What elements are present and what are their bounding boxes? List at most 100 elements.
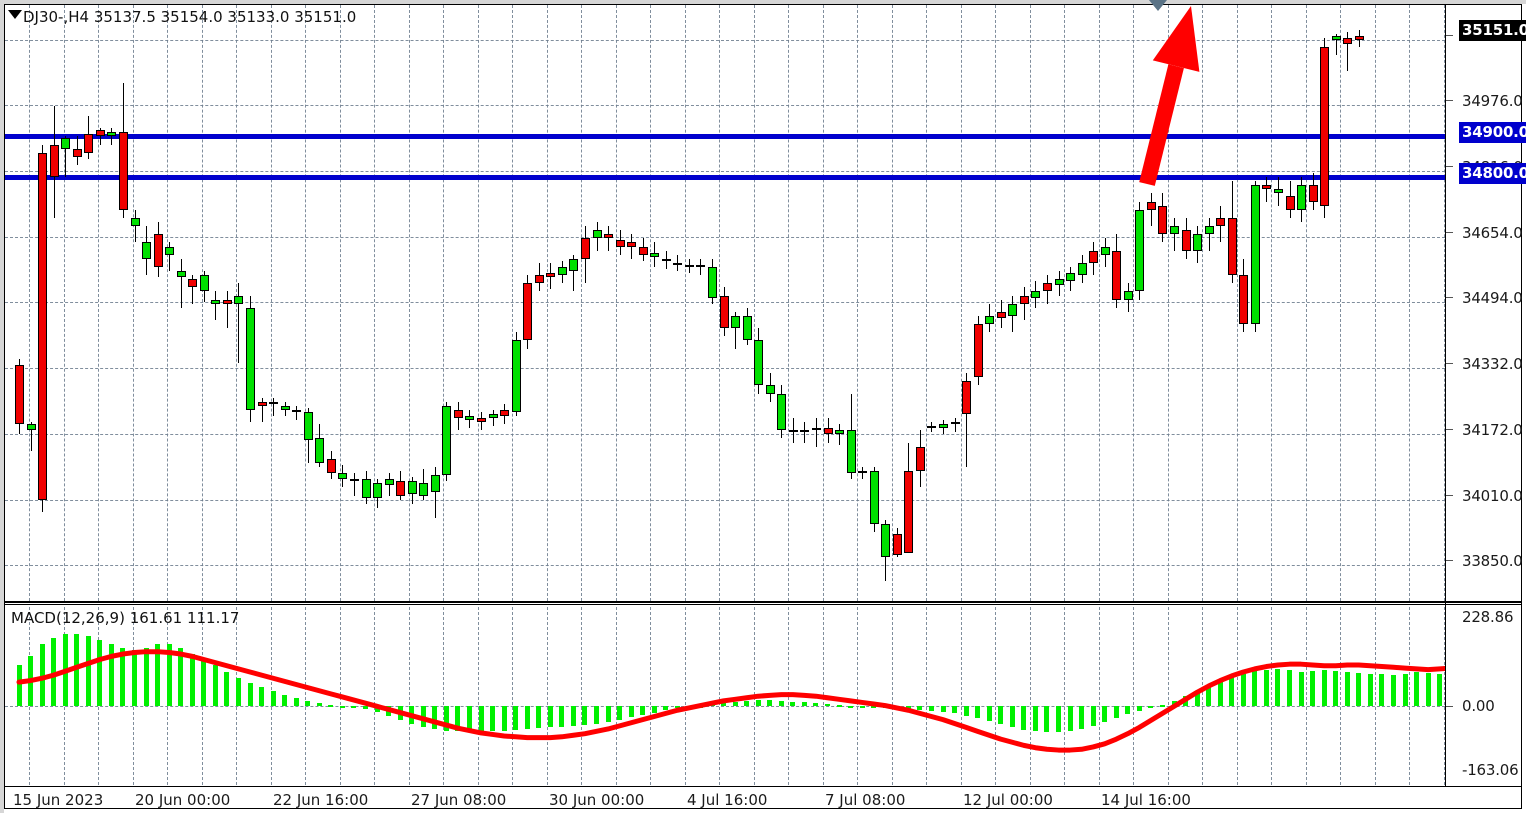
candle-body <box>188 279 198 288</box>
time-gridline <box>201 5 203 601</box>
macd-histogram-bar <box>62 634 68 707</box>
time-gridline <box>1443 5 1445 601</box>
horizontal-level-line[interactable] <box>5 134 1445 140</box>
candle-body <box>500 409 510 416</box>
macd-histogram-bar <box>1356 672 1362 707</box>
current-price-badge: 35151.0 <box>1459 19 1526 41</box>
candle-body <box>407 481 417 494</box>
macd-histogram-bar <box>721 702 727 707</box>
macd-histogram-bar <box>732 701 738 707</box>
candle-body <box>673 262 683 265</box>
macd-time-gridline <box>443 607 444 785</box>
triangle-down-icon[interactable] <box>8 10 22 19</box>
price-pane[interactable] <box>5 5 1445 601</box>
candle-body <box>442 405 452 476</box>
candle-body <box>1019 295 1029 304</box>
candle-body <box>823 428 833 435</box>
window-top-gutter <box>0 0 1526 4</box>
price-axis-tick <box>1446 560 1453 561</box>
candle-wick <box>862 467 864 480</box>
candle-body <box>1320 46 1330 206</box>
macd-histogram-bar <box>1056 706 1061 733</box>
candle-body <box>38 152 48 500</box>
time-axis-label: 4 Jul 16:00 <box>687 791 768 809</box>
time-gridline <box>270 5 272 601</box>
time-gridline <box>1236 5 1238 601</box>
candle-body <box>465 415 475 421</box>
time-gridline <box>408 5 410 601</box>
macd-time-gridline <box>1167 607 1169 785</box>
macd-histogram-bar <box>1252 671 1258 707</box>
candle-body <box>1077 262 1087 276</box>
macd-histogram-bar <box>282 694 288 707</box>
price-axis-label: 34332.0 <box>1462 355 1523 374</box>
candle-body <box>430 475 440 492</box>
candle-body <box>165 246 175 255</box>
macd-time-gridline <box>1340 607 1341 785</box>
macd-histogram-bar <box>1090 706 1096 726</box>
candle-wick <box>215 291 217 321</box>
candle-body <box>962 381 972 414</box>
time-gridline <box>1098 5 1100 601</box>
macd-histogram-bar <box>663 706 669 711</box>
time-axis-label: 20 Jun 00:00 <box>135 791 231 809</box>
macd-time-gridline <box>995 607 996 785</box>
macd-histogram-bar <box>697 705 703 708</box>
candle-wick <box>111 128 113 145</box>
level-price-badge[interactable]: 34900.0 <box>1459 122 1526 144</box>
time-gridline <box>305 5 306 601</box>
time-gridline <box>1167 5 1169 601</box>
candle-body <box>488 413 498 419</box>
macd-histogram-bar <box>1229 676 1235 707</box>
horizontal-level-line[interactable] <box>5 175 1445 181</box>
candle-body <box>731 315 741 329</box>
price-axis-tick <box>1446 35 1453 36</box>
level-price-badge[interactable]: 34800.0 <box>1459 163 1526 185</box>
candle-wick <box>1023 287 1025 321</box>
macd-histogram-bar <box>316 703 322 707</box>
macd-pane[interactable]: MACD(12,26,9) 161.61 111.17 <box>5 607 1445 785</box>
macd-histogram-bar <box>570 706 576 726</box>
candle-body <box>996 311 1006 318</box>
price-axis-separator <box>1445 5 1446 786</box>
candle-wick <box>1150 193 1152 227</box>
macd-histogram-bar <box>1206 685 1212 707</box>
candle-body <box>638 246 648 255</box>
macd-histogram-bar <box>178 647 184 707</box>
candle-body <box>950 422 960 425</box>
macd-histogram-bar <box>928 706 934 711</box>
candle-body <box>661 258 671 261</box>
candle-body <box>234 295 244 304</box>
macd-histogram-bar <box>871 706 877 709</box>
candle-wick <box>65 136 67 178</box>
macd-histogram-bar <box>1125 706 1131 715</box>
macd-histogram-bar <box>235 678 241 707</box>
macd-time-gridline <box>512 607 513 785</box>
macd-histogram-bar <box>1102 706 1108 722</box>
macd-histogram-bar <box>270 690 276 707</box>
candle-body <box>754 340 764 386</box>
candle-body <box>1343 38 1353 45</box>
candle-body <box>985 315 995 325</box>
candle-body <box>1216 217 1226 227</box>
candle-wick <box>700 258 702 276</box>
macd-histogram-bar <box>28 655 34 707</box>
candle-body <box>453 409 463 419</box>
macd-histogram-bar <box>640 706 646 715</box>
candle-body <box>1135 209 1145 292</box>
candle-wick <box>1335 34 1337 55</box>
macd-histogram-bar <box>1136 706 1142 711</box>
macd-histogram-bar <box>328 704 334 707</box>
macd-time-gridline <box>305 607 306 785</box>
macd-histogram-bar <box>513 706 519 730</box>
macd-histogram-bar <box>1287 670 1292 707</box>
macd-histogram-bar <box>1171 700 1177 707</box>
macd-histogram-bar <box>790 701 796 707</box>
price-axis-tick <box>1446 165 1453 167</box>
time-axis-label: 14 Jul 16:00 <box>1101 791 1191 809</box>
price-gridline <box>5 433 1445 435</box>
candle-body <box>892 534 902 555</box>
candle-body <box>1008 303 1018 316</box>
macd-histogram-bar <box>1414 671 1420 707</box>
candle-body <box>546 273 556 278</box>
